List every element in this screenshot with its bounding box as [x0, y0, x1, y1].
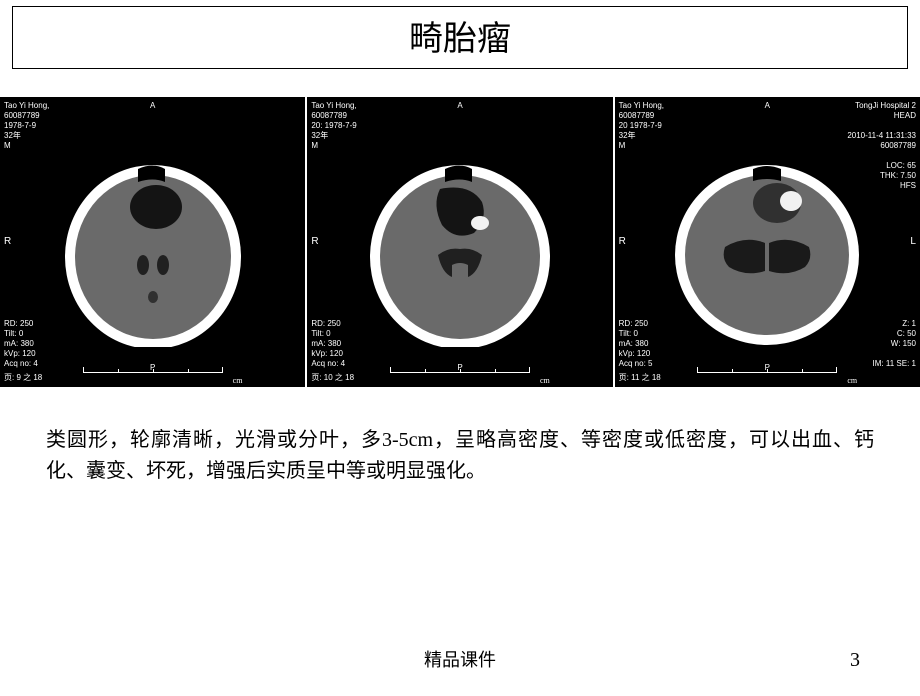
ct-scans-row: Tao Yi Hong, 60087789 1978-7-9 32年 M A R…: [0, 97, 920, 387]
overlay-top-center: A: [150, 101, 155, 111]
page-number: 3: [850, 649, 860, 672]
overlay-mid-left: R: [619, 236, 626, 249]
overlay-page-label: 页: 10 之 18: [311, 373, 354, 383]
overlay-page-label: 页: 9 之 18: [4, 373, 42, 383]
scale-ruler: [697, 372, 837, 383]
brain-image-3: [667, 147, 867, 347]
ct-scan-3: Tao Yi Hong, 60087789 20 1978-7-9 32年 M …: [615, 97, 920, 387]
overlay-mid-left: R: [311, 236, 318, 249]
slide-title-box: 畸胎瘤: [12, 6, 908, 69]
ruler-unit: cm: [540, 376, 550, 385]
ct-scan-1: Tao Yi Hong, 60087789 1978-7-9 32年 M A R…: [0, 97, 307, 387]
overlay-bottom-left: RD: 250 Tilt: 0 mA: 380 kVp: 120 Acq no:…: [619, 319, 653, 369]
footer-label: 精品课件: [424, 646, 496, 672]
overlay-mid-right: L: [910, 236, 916, 249]
overlay-mid-left: R: [4, 236, 11, 249]
overlay-patient: Tao Yi Hong, 60087789 20 1978-7-9 32年 M: [619, 101, 664, 151]
brain-image-1: [53, 147, 253, 347]
overlay-bottom-left: RD: 250 Tilt: 0 mA: 380 kVp: 120 Acq no:…: [311, 319, 345, 369]
scale-ruler: [83, 372, 223, 383]
ct-scan-2: Tao Yi Hong, 60087789 20: 1978-7-9 32年 M…: [307, 97, 614, 387]
overlay-bottom-right: Z: 1 C: 50 W: 150 IM: 11 SE: 1: [873, 319, 916, 369]
overlay-page-label: 页: 11 之 18: [619, 373, 661, 383]
brain-image-2: [360, 147, 560, 347]
ruler-unit: cm: [233, 376, 243, 385]
overlay-top-right: TongJi Hospital 2 HEAD 2010-11-4 11:31:3…: [847, 101, 916, 191]
scale-ruler: [390, 372, 530, 383]
overlay-patient: Tao Yi Hong, 60087789 1978-7-9 32年 M: [4, 101, 49, 151]
description-text: 类圆形，轮廓清晰，光滑或分叶，多3-5cm，呈略高密度、等密度或低密度，可以出血…: [0, 387, 920, 487]
slide-title: 畸胎瘤: [409, 21, 511, 58]
overlay-patient: Tao Yi Hong, 60087789 20: 1978-7-9 32年 M: [311, 101, 356, 151]
overlay-bottom-left: RD: 250 Tilt: 0 mA: 380 kVp: 120 Acq no:…: [4, 319, 38, 369]
overlay-top-center: A: [457, 101, 462, 111]
ruler-unit: cm: [847, 376, 857, 385]
overlay-top-center: A: [765, 101, 770, 111]
